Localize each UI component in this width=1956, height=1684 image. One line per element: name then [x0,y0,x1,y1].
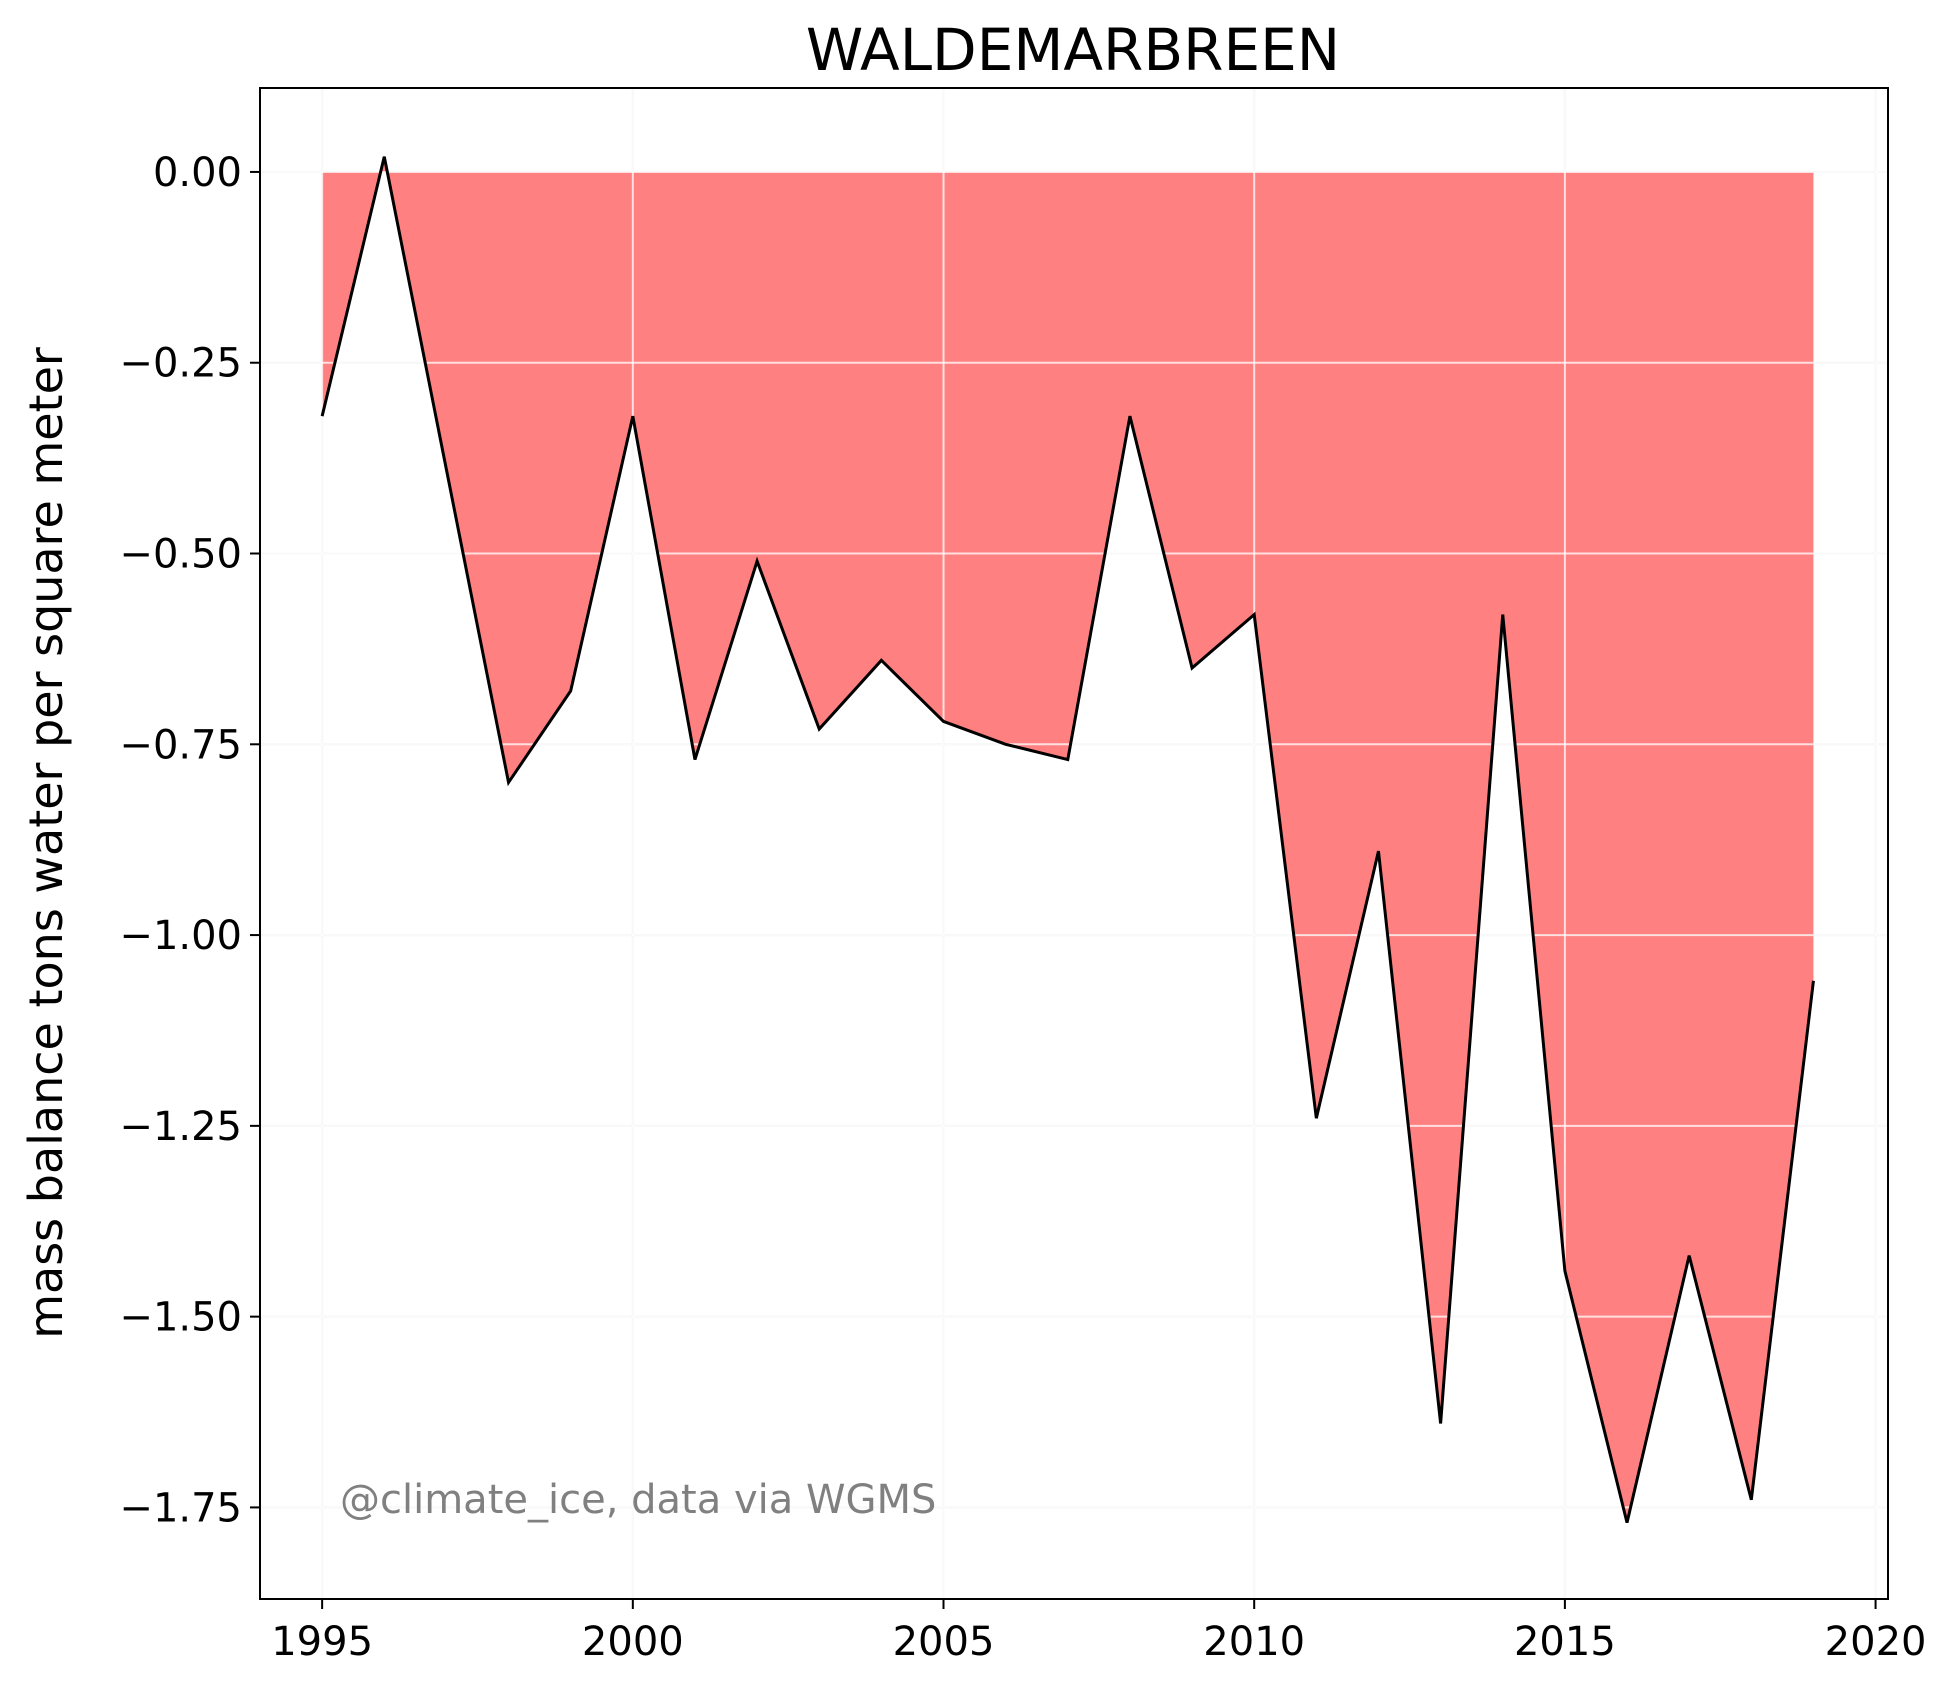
y-tick-label: −1.75 [119,1485,242,1531]
credit-annotation: @climate_ice, data via WGMS [340,1477,936,1523]
x-tick-label: 2010 [1203,1619,1305,1665]
y-tick-label: −1.25 [119,1104,242,1150]
grid-lines-over-fill [260,88,1888,1599]
y-axis-label: mass balance tons water per square meter [19,347,73,1339]
series-line [320,156,1815,1524]
x-tick-label: 2005 [893,1619,995,1665]
x-tick-label: 1995 [271,1619,373,1665]
x-tick-label: 2000 [582,1619,684,1665]
area-fill [322,156,1814,1523]
y-tick-label: −0.75 [119,722,242,768]
x-tick-label: 2020 [1825,1619,1927,1665]
y-tick-label: −1.50 [119,1295,242,1341]
y-tick-label: −1.00 [119,913,242,959]
y-tick-label: −0.50 [119,532,242,578]
area-fill-layer [322,156,1814,1523]
y-axis: 0.00 −0.25 −0.50 −0.75 −1.00 −1.25 −1.50 −1.75 [119,150,260,1531]
x-tick-label: 2015 [1514,1619,1616,1665]
chart-title: WALDEMARBREEN [806,16,1340,84]
x-axis: 1995 2000 2005 2010 2015 2020 [271,1599,1926,1665]
y-tick-label: 0.00 [153,150,242,196]
plot-frame [259,87,1889,1600]
series-line-layer [320,156,1815,1524]
y-tick-label: −0.25 [119,341,242,387]
